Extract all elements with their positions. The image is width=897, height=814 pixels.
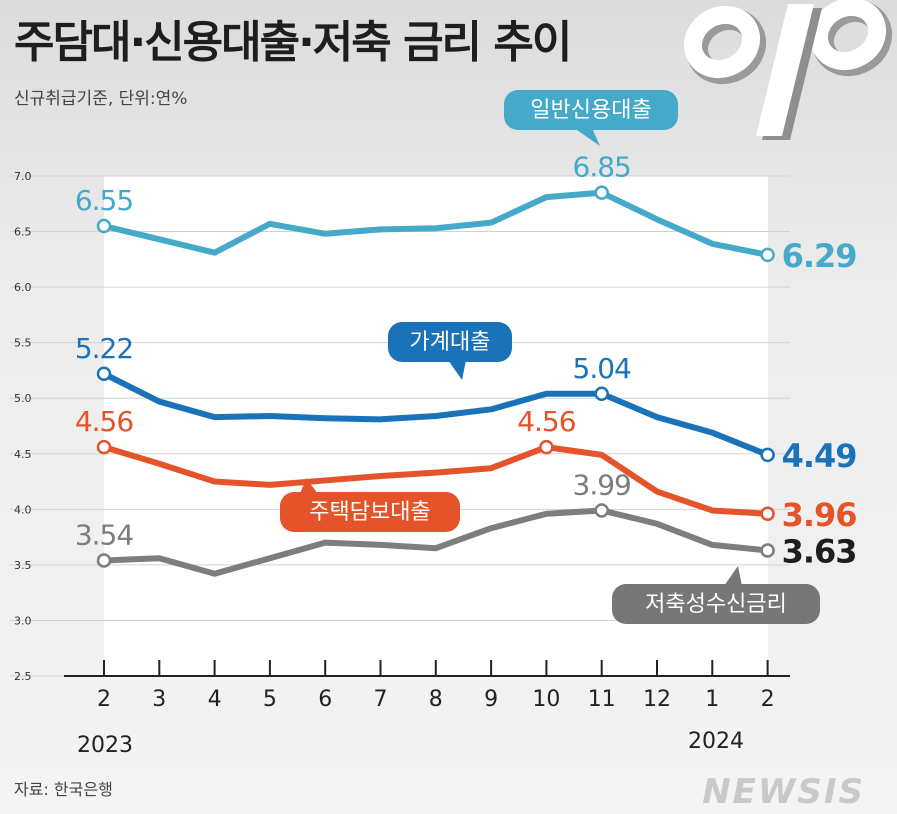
data-label: 4.56 [517, 405, 576, 438]
data-label: 4.56 [75, 405, 134, 438]
y-tick-label: 3.0 [14, 614, 32, 627]
data-point [594, 185, 609, 200]
x-tick-label: 2 [97, 687, 111, 712]
data-point [96, 218, 112, 234]
x-tick-label: 10 [532, 687, 560, 712]
x-tick-label: 7 [374, 687, 388, 712]
y-tick-label: 2.5 [14, 670, 32, 683]
data-point [594, 386, 609, 402]
chart-title: 주담대·신용대출·저축 금리 추이 [14, 17, 572, 68]
data-point [539, 439, 554, 455]
x-tick-label: 2 [761, 687, 775, 712]
year-label-2023: 2023 [77, 733, 133, 758]
newsis-logo: NEWSIS [702, 772, 865, 812]
legend-label-저축성수신금리: 저축성수신금리 [645, 592, 787, 617]
y-tick-label: 7.0 [14, 170, 32, 183]
data-point [760, 247, 775, 263]
data-label: 6.55 [75, 184, 133, 217]
data-label: 5.22 [75, 332, 133, 365]
data-label: 4.49 [782, 437, 857, 475]
data-point [760, 506, 775, 522]
source-note: 자료: 한국은행 [14, 780, 113, 799]
y-tick-label: 6.5 [14, 226, 32, 239]
data-label: 5.04 [573, 352, 632, 385]
series-line-일반신용대출 [101, 189, 771, 258]
y-tick-label: 5.5 [14, 337, 32, 350]
legend-callout-저축성수신금리: 저축성수신금리 [612, 566, 820, 624]
x-tick-label: 4 [208, 687, 222, 712]
data-label: 6.85 [573, 151, 631, 184]
x-tick-label: 5 [263, 687, 277, 712]
y-tick-label: 4.0 [14, 503, 32, 516]
x-tick-label: 6 [318, 687, 332, 712]
legend-label-일반신용대출: 일반신용대출 [530, 98, 651, 123]
data-point [760, 447, 775, 463]
series-line-저축성수신금리 [101, 507, 771, 577]
y-tick-label: 6.0 [14, 281, 32, 294]
y-tick-label: 3.5 [14, 559, 32, 572]
legend-callout-가계대출: 가계대출 [388, 322, 512, 380]
x-tick-label: 9 [484, 687, 498, 712]
data-point [594, 503, 609, 518]
x-tick-label: 3 [152, 687, 166, 712]
data-label: 3.54 [75, 518, 134, 551]
legend-label-가계대출: 가계대출 [410, 330, 491, 355]
data-label: 3.63 [782, 532, 857, 570]
data-label: 3.99 [573, 468, 631, 501]
series-line-주택담보대출 [101, 444, 771, 517]
y-tick-label: 4.5 [14, 448, 32, 461]
data-point [96, 439, 112, 455]
x-tick-label: 11 [588, 687, 616, 712]
data-point [96, 553, 112, 568]
legend-callout-주택담보대출: 주택담보대출 [280, 478, 460, 532]
data-label: 3.96 [782, 496, 857, 534]
series-line-가계대출 [101, 370, 771, 458]
chart-subtitle: 신규취급기준, 단위:연% [14, 89, 188, 109]
legend-callout-일반신용대출: 일반신용대출 [504, 90, 678, 146]
data-label: 6.29 [782, 237, 857, 275]
x-tick-label: 1 [705, 687, 719, 712]
x-tick-label: 8 [429, 687, 443, 712]
legend-label-주택담보대출: 주택담보대출 [309, 500, 430, 525]
y-tick-label: 5.0 [14, 392, 32, 405]
year-label-2024: 2024 [688, 729, 744, 754]
x-tick-label: 12 [643, 687, 671, 712]
percent-icon [683, 0, 893, 140]
data-point [96, 366, 112, 382]
data-point [760, 543, 775, 558]
